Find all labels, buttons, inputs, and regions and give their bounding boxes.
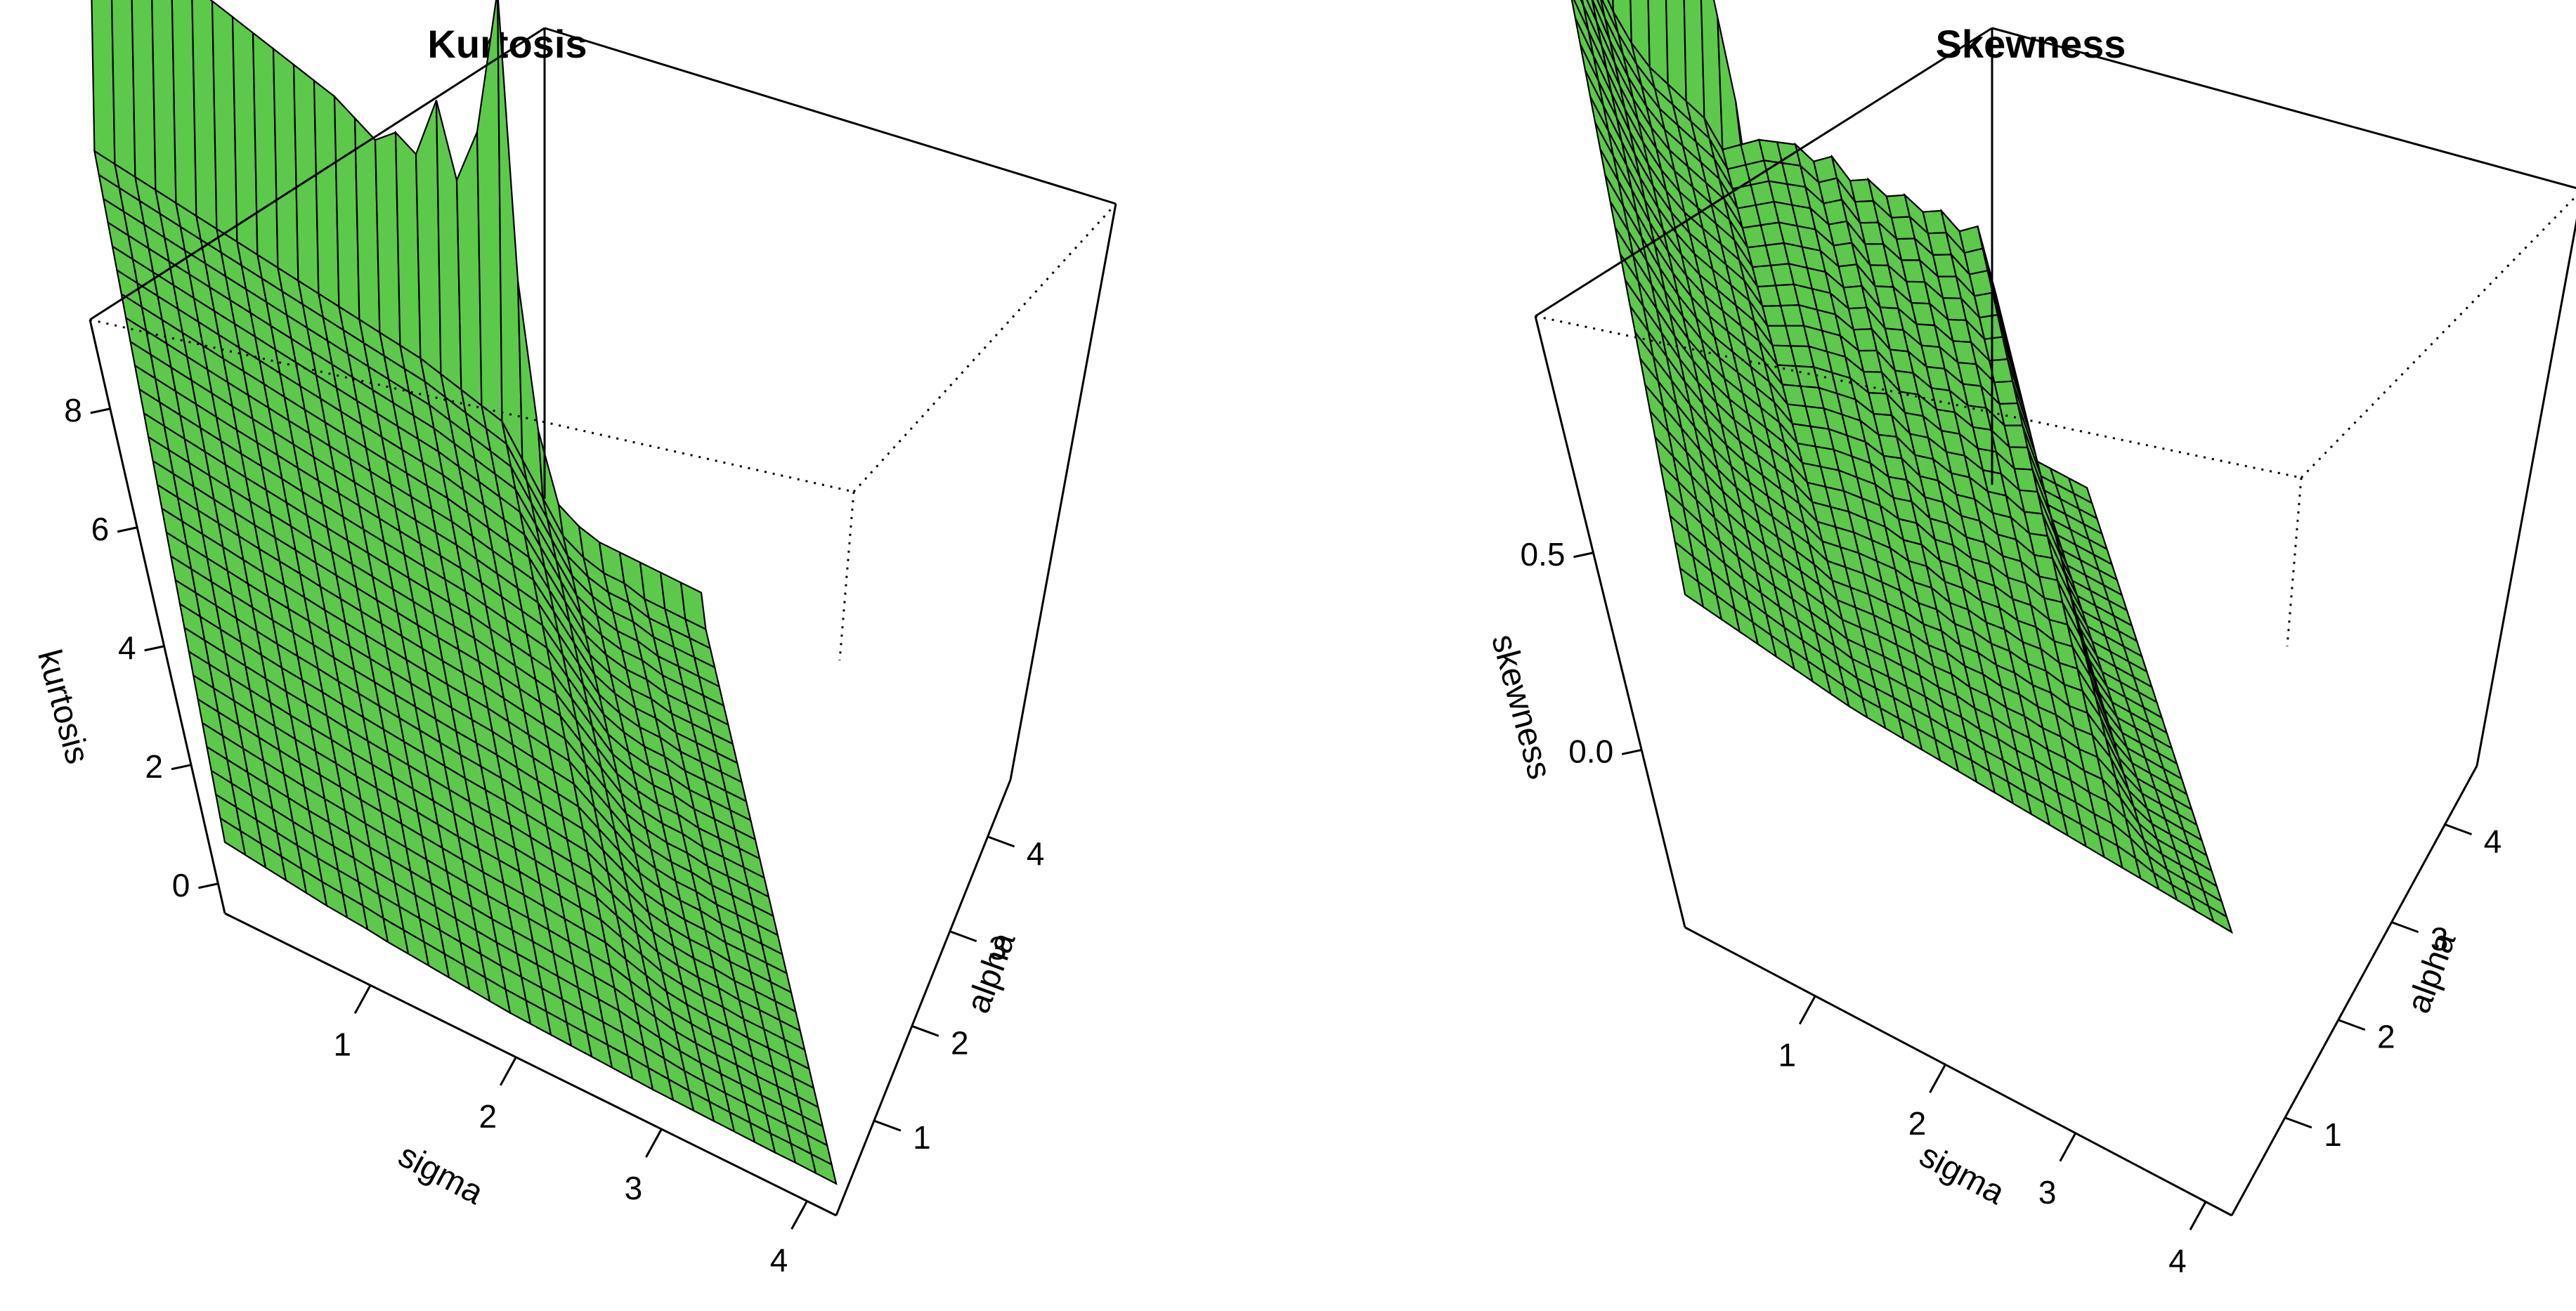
skewness-ticks: 0.0 0.5 1 2 3 4 1 2 3 4 [1520, 536, 2502, 1279]
y-tick-label: 1 [913, 1119, 931, 1156]
x-tick-label: 2 [1908, 1105, 1927, 1142]
y-tick-label: 4 [1027, 835, 1045, 872]
z-tick-label: 0.0 [1568, 733, 1613, 769]
box-hidden-edge [2300, 195, 2576, 479]
x-tick [499, 1057, 517, 1086]
x-tick [645, 1128, 663, 1158]
box-hidden-edge [838, 491, 855, 661]
skewness-surface [1570, 0, 2233, 934]
kurtosis-panel: Kurtosis 0 2 4 6 8 1 2 3 4 1 2 3 4 sigma alpha kurto… [30, 0, 1117, 1279]
box-edge [835, 779, 1012, 1216]
z-tick-label: 0.5 [1520, 536, 1565, 573]
box-edge [89, 319, 226, 914]
y-tick-label: 3 [2431, 921, 2449, 958]
kurtosis-title: Kurtosis [427, 22, 587, 66]
x-tick [2059, 1133, 2077, 1162]
box-hidden-edge [852, 202, 1117, 493]
box-edge [1684, 926, 2232, 1217]
skewness-panel: Skewness 0.0 0.5 1 2 3 4 1 2 3 4 sigma alpha skew… [1484, 0, 2576, 1279]
kurtosis-surface [91, 0, 838, 1185]
z-tick-label: 2 [145, 748, 163, 785]
z-tick [90, 407, 111, 415]
kurtosis-x-label: sigma [392, 1137, 489, 1212]
x-tick-label: 4 [2168, 1242, 2187, 1279]
z-tick [1621, 748, 1642, 755]
y-tick [873, 1119, 902, 1132]
z-tick-label: 6 [91, 511, 110, 547]
z-tick-label: 0 [172, 867, 190, 904]
box-edge [89, 27, 545, 321]
box-edge [224, 912, 837, 1217]
x-tick [353, 984, 372, 1015]
y-tick-label: 2 [2377, 1019, 2395, 1055]
surface-facet [2207, 904, 2233, 934]
surface-facet [497, 0, 523, 460]
skewness-x-label: sigma [1913, 1137, 2010, 1212]
box-edge [1534, 315, 1686, 928]
box-edge [1535, 27, 1993, 318]
box-edge [2230, 765, 2478, 1216]
surface-facet [809, 1152, 838, 1185]
x-tick [2189, 1201, 2207, 1231]
skewness-title: Skewness [1936, 22, 2126, 66]
x-tick [1798, 995, 1816, 1025]
skewness-y-label: alpha [2400, 927, 2463, 1018]
y-tick-label: 3 [989, 930, 1007, 967]
y-tick [2444, 823, 2472, 835]
skewness-box [1534, 27, 2576, 1217]
y-tick [987, 835, 1015, 848]
box-edge [1991, 27, 2576, 190]
z-tick [144, 645, 164, 652]
kurtosis-y-label: alpha [959, 927, 1022, 1018]
z-tick [198, 882, 219, 889]
y-tick [2338, 1019, 2366, 1031]
y-tick [949, 930, 977, 943]
kurtosis-z-label: kurtosis [30, 646, 96, 767]
y-tick-label: 4 [2484, 823, 2502, 859]
z-tick-label: 8 [64, 392, 82, 429]
y-tick [911, 1025, 939, 1037]
kurtosis-ticks: 0 2 4 6 8 1 2 3 4 1 2 3 4 [64, 392, 1044, 1279]
box-hidden-edge [2286, 477, 2303, 647]
y-tick [2284, 1116, 2312, 1129]
x-tick [791, 1200, 808, 1230]
surface-facet [1717, 17, 1742, 151]
skewness-z-label: skewness [1484, 630, 1559, 783]
box-edge [1009, 203, 1117, 781]
x-tick-label: 3 [2038, 1174, 2057, 1211]
z-tick-label: 4 [118, 630, 136, 666]
x-tick-label: 4 [770, 1242, 788, 1279]
y-tick-label: 1 [2324, 1116, 2342, 1153]
x-tick-label: 3 [625, 1170, 643, 1206]
box-edge [544, 27, 1117, 205]
x-tick-label: 1 [333, 1026, 351, 1062]
z-tick [171, 764, 192, 771]
x-tick-label: 1 [1778, 1037, 1796, 1074]
x-tick-label: 2 [479, 1098, 497, 1135]
z-tick [117, 526, 138, 533]
box-edge [2476, 218, 2576, 767]
y-tick-label: 2 [951, 1024, 969, 1061]
kurtosis-box [89, 27, 1117, 1217]
z-tick [1573, 552, 1594, 559]
y-tick [2391, 921, 2419, 934]
x-tick [1929, 1064, 1946, 1093]
surface-facet [110, 0, 136, 179]
surface-facet [91, 0, 116, 166]
